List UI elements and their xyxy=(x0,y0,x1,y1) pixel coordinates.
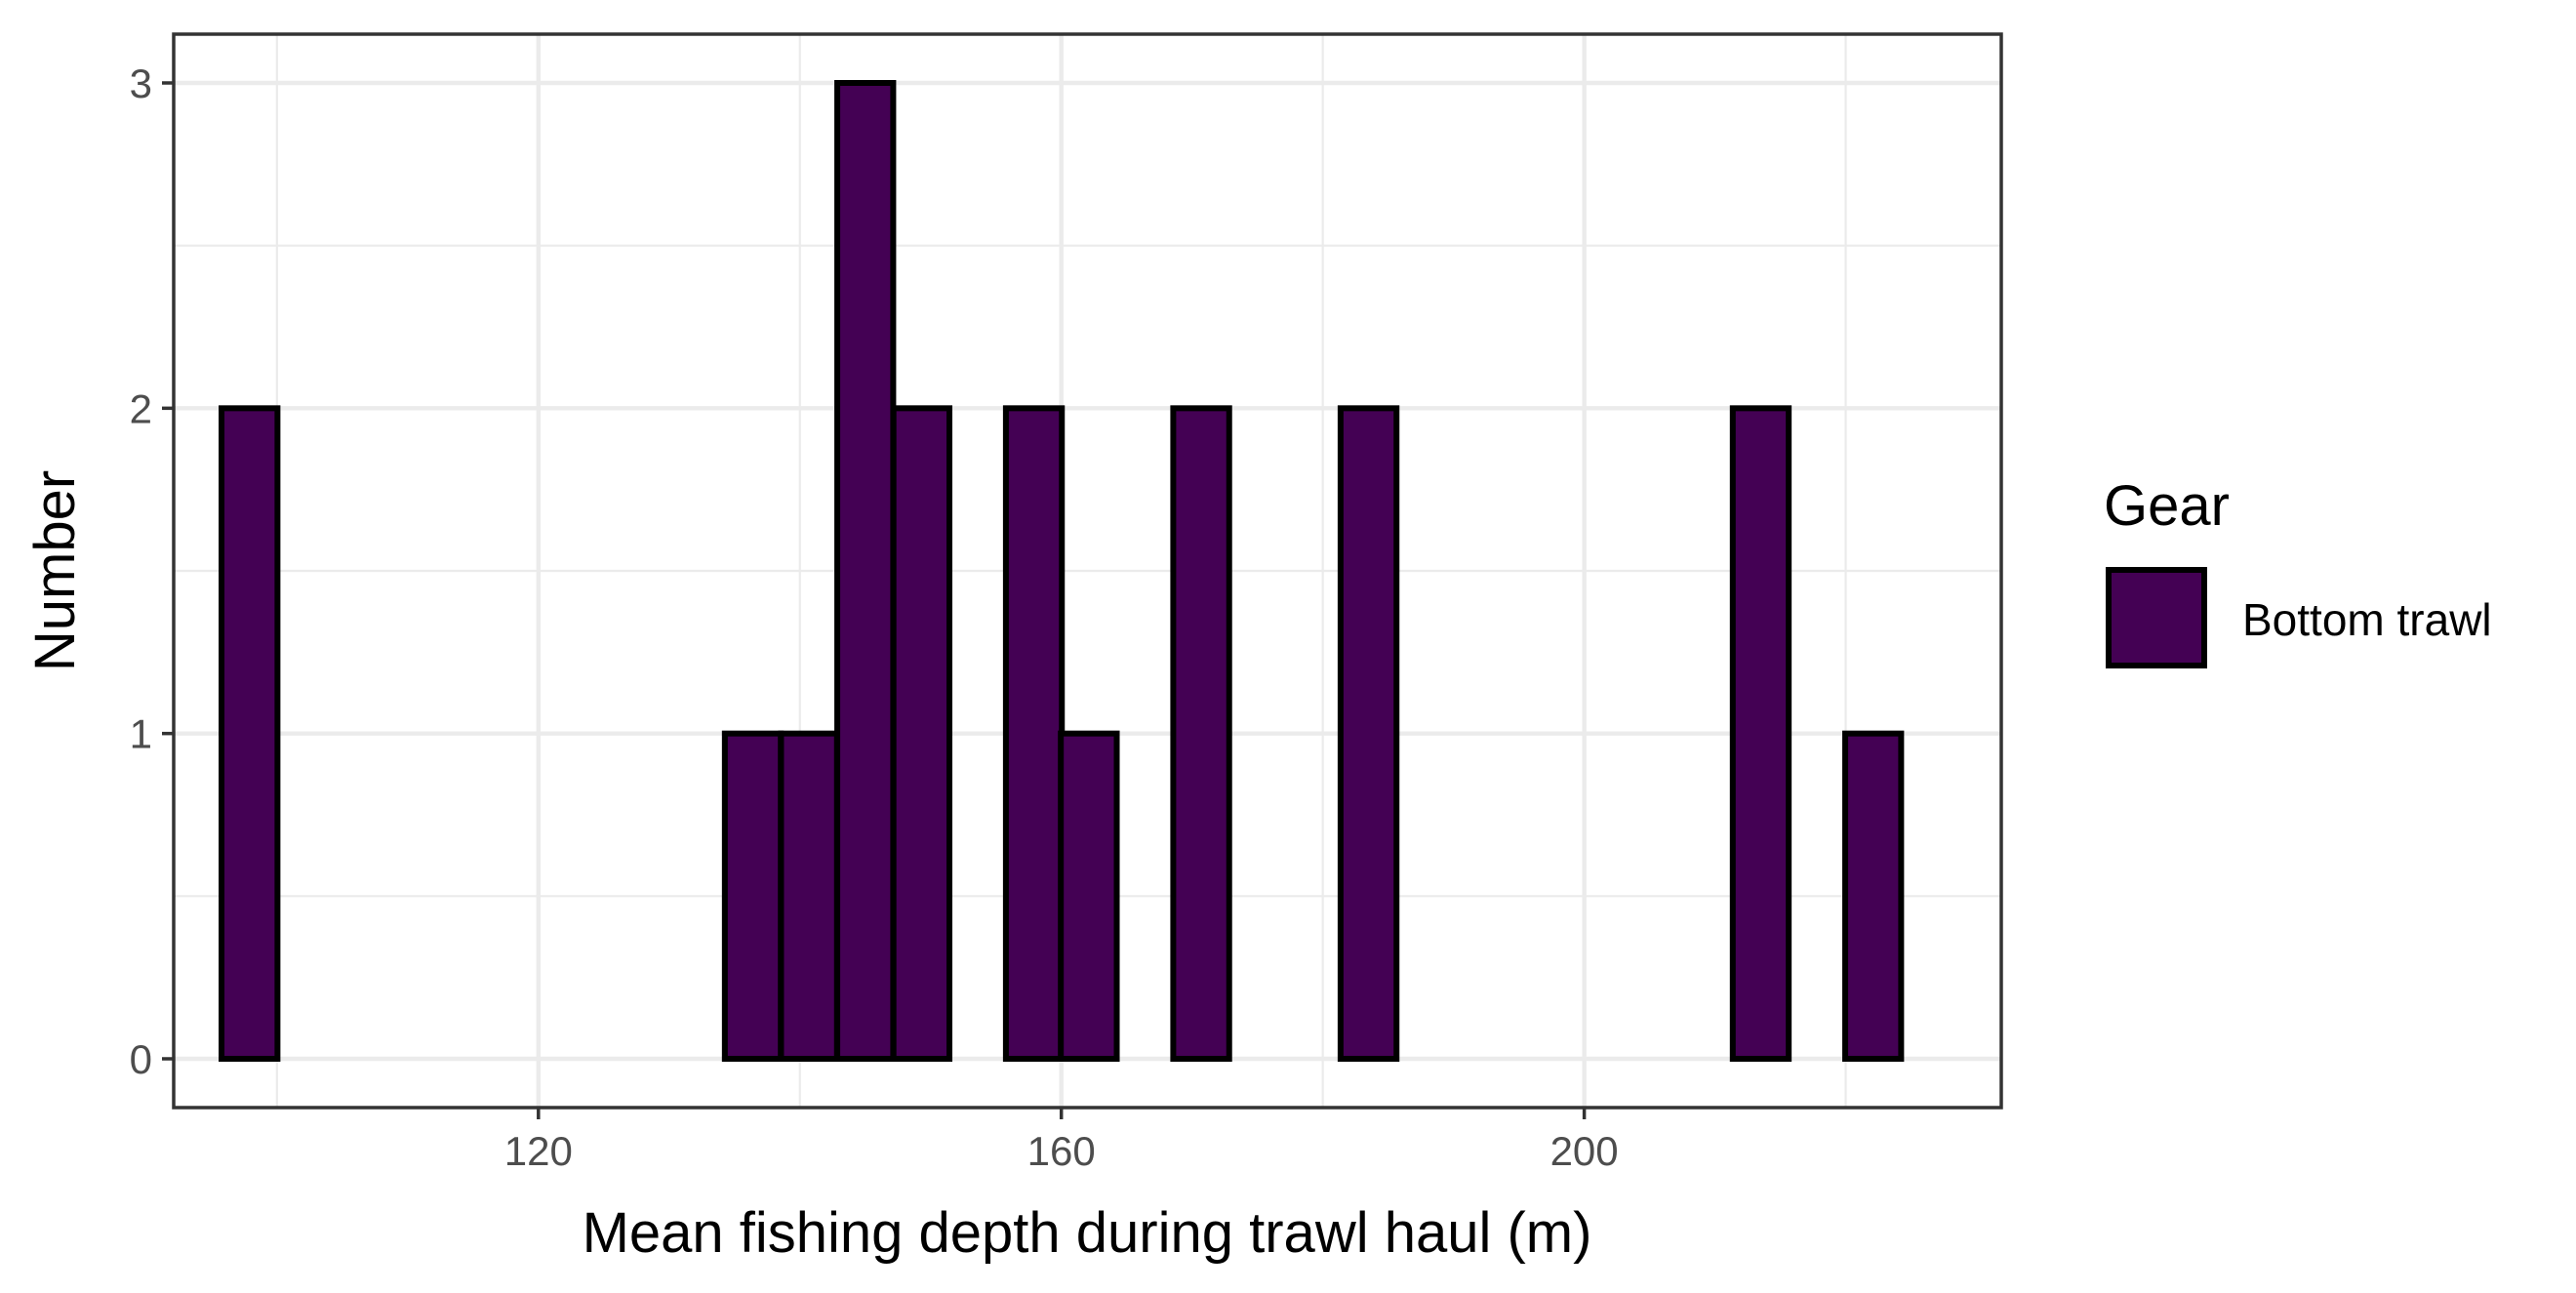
histogram-bar xyxy=(1058,730,1120,1063)
x-axis: 120 160 200 xyxy=(504,1108,1619,1174)
y-axis-title: Number xyxy=(23,470,87,671)
y-tick-label: 2 xyxy=(130,385,152,431)
histogram-bar xyxy=(219,405,281,1063)
legend: Gear Bottom trawl xyxy=(2104,474,2492,668)
y-axis: 0 1 2 3 xyxy=(130,61,174,1082)
histogram-bar xyxy=(1337,405,1400,1063)
histogram-bar xyxy=(778,730,840,1063)
x-axis-title: Mean fishing depth during trawl haul (m) xyxy=(583,1201,1592,1265)
x-tick-label: 160 xyxy=(1027,1128,1096,1174)
x-tick-label: 200 xyxy=(1550,1128,1619,1174)
minor-grid xyxy=(174,34,2001,1108)
y-tick-label: 1 xyxy=(130,711,152,757)
histogram-bar xyxy=(1170,405,1232,1063)
histogram-bar xyxy=(834,80,897,1062)
legend-title: Gear xyxy=(2104,474,2230,538)
y-tick-label: 3 xyxy=(130,61,152,106)
histogram-bar xyxy=(890,405,953,1063)
histogram-bar xyxy=(1842,730,1905,1063)
panel-border xyxy=(172,32,2003,1110)
legend-key-swatch xyxy=(2106,567,2207,668)
legend-label-bottom-trawl: Bottom trawl xyxy=(2242,594,2492,645)
histogram-bar xyxy=(1002,405,1066,1063)
y-tick-label: 0 xyxy=(130,1036,152,1082)
histogram-bar xyxy=(721,730,785,1063)
histogram-bar xyxy=(1729,405,1792,1063)
x-tick-label: 120 xyxy=(504,1128,573,1174)
bars-group xyxy=(219,80,1905,1063)
